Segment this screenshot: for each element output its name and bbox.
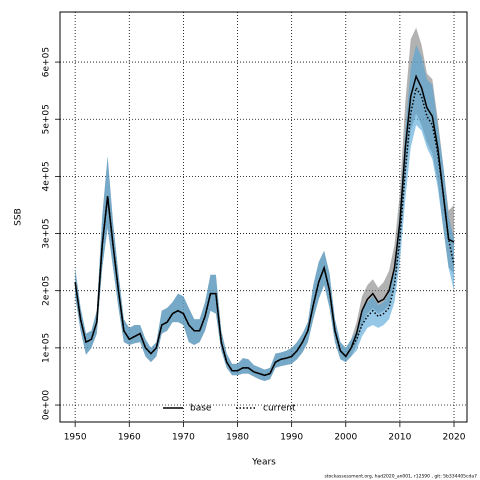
confidence-band xyxy=(75,44,455,382)
x-tick-label: 1970 xyxy=(172,433,195,443)
y-tick-label: 5e+05 xyxy=(42,104,52,134)
x-tick-label: 1980 xyxy=(226,433,249,443)
legend-label: base xyxy=(190,404,212,414)
x-axis-label: Years xyxy=(251,458,276,468)
plot-frame xyxy=(59,11,468,423)
x-tick-label: 1960 xyxy=(118,433,141,443)
y-tick-label: 4e+05 xyxy=(42,161,52,191)
x-tick-label: 2000 xyxy=(334,433,357,443)
y-tick-label: 1e+05 xyxy=(42,333,52,363)
x-tick-label: 1950 xyxy=(64,433,87,443)
footer: stockassessment.org, had2020_an001, r125… xyxy=(324,474,477,480)
y-tick-label: 0e+00 xyxy=(42,390,52,421)
y-tick-label: 3e+05 xyxy=(42,218,52,248)
y-tick-label: 6e+05 xyxy=(42,47,52,77)
legend-label: current xyxy=(263,404,296,414)
y-axis-label: SSB xyxy=(14,208,24,226)
y-tick-label: 2e+05 xyxy=(42,276,52,306)
x-tick-label: 1990 xyxy=(280,433,303,443)
x-tick-label: 2020 xyxy=(443,433,466,443)
series-line xyxy=(74,74,455,377)
x-tick-label: 2010 xyxy=(388,433,411,443)
